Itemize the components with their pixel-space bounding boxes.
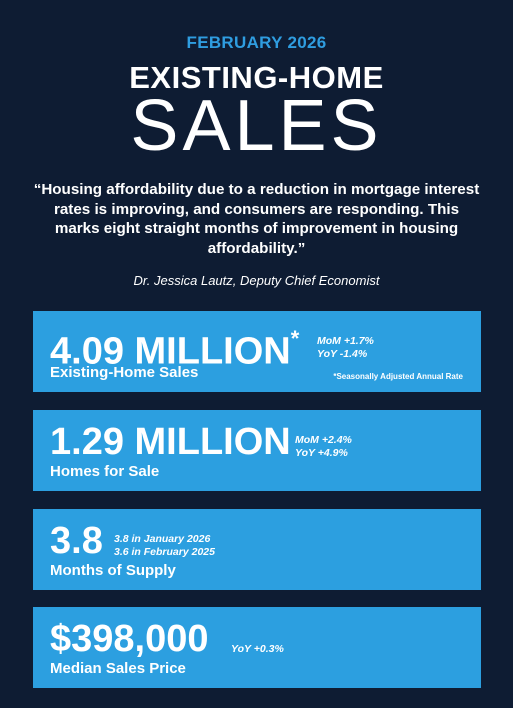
report-date: FEBRUARY 2026 bbox=[186, 33, 327, 52]
existing-home-sales-yoy: YoY -1.4% bbox=[317, 347, 368, 360]
existing-home-sales-value: 4.09 MILLION* bbox=[50, 323, 299, 372]
existing-home-sales-number: 4.09 MILLION bbox=[50, 330, 291, 373]
homes-for-sale-stats: MoM +2.4% YoY +4.9% bbox=[295, 434, 352, 459]
existing-home-sales-card: 4.09 MILLION* MoM +1.7% YoY -1.4% Existi… bbox=[33, 311, 481, 392]
economist-quote: “Housing affordability due to a reductio… bbox=[33, 181, 480, 257]
footnote-asterisk: * bbox=[290, 326, 300, 351]
median-sales-price-card: $398,000 YoY +0.3% Median Sales Price bbox=[33, 607, 481, 688]
existing-home-sales-mom: MoM +1.7% bbox=[317, 335, 374, 347]
homes-for-sale-yoy: YoY +4.9% bbox=[295, 446, 348, 459]
homes-for-sale-label: Homes for Sale bbox=[50, 463, 160, 480]
median-sales-price-stats: YoY +0.3% bbox=[231, 643, 284, 656]
months-of-supply-stats: 3.8 in January 2026 3.6 in February 2025 bbox=[114, 533, 215, 558]
existing-home-sales-stats: MoM +1.7% YoY -1.4% bbox=[317, 335, 374, 360]
homes-for-sale-card: 1.29 MILLION MoM +2.4% YoY +4.9% Homes f… bbox=[33, 410, 481, 491]
existing-home-sales-label: Existing-Home Sales bbox=[50, 364, 199, 381]
months-of-supply-last-year: 3.6 in February 2025 bbox=[114, 545, 215, 558]
quote-attribution: Dr. Jessica Lautz, Deputy Chief Economis… bbox=[133, 273, 380, 288]
months-of-supply-value: 3.8 bbox=[50, 520, 103, 562]
months-of-supply-january: 3.8 in January 2026 bbox=[114, 533, 211, 545]
homes-for-sale-mom: MoM +2.4% bbox=[295, 434, 352, 446]
median-sales-price-label: Median Sales Price bbox=[50, 660, 186, 677]
median-sales-price-value: $398,000 bbox=[50, 618, 209, 660]
title-existing-home: EXISTING-HOME bbox=[129, 60, 384, 95]
months-of-supply-card: 3.8 3.8 in January 2026 3.6 in February … bbox=[33, 509, 481, 590]
title-sales: SALES bbox=[130, 86, 383, 166]
seasonally-adjusted-note: *Seasonally Adjusted Annual Rate bbox=[333, 372, 463, 381]
months-of-supply-label: Months of Supply bbox=[50, 562, 176, 579]
homes-for-sale-value: 1.29 MILLION bbox=[50, 421, 291, 463]
median-sales-price-yoy: YoY +0.3% bbox=[231, 643, 284, 655]
